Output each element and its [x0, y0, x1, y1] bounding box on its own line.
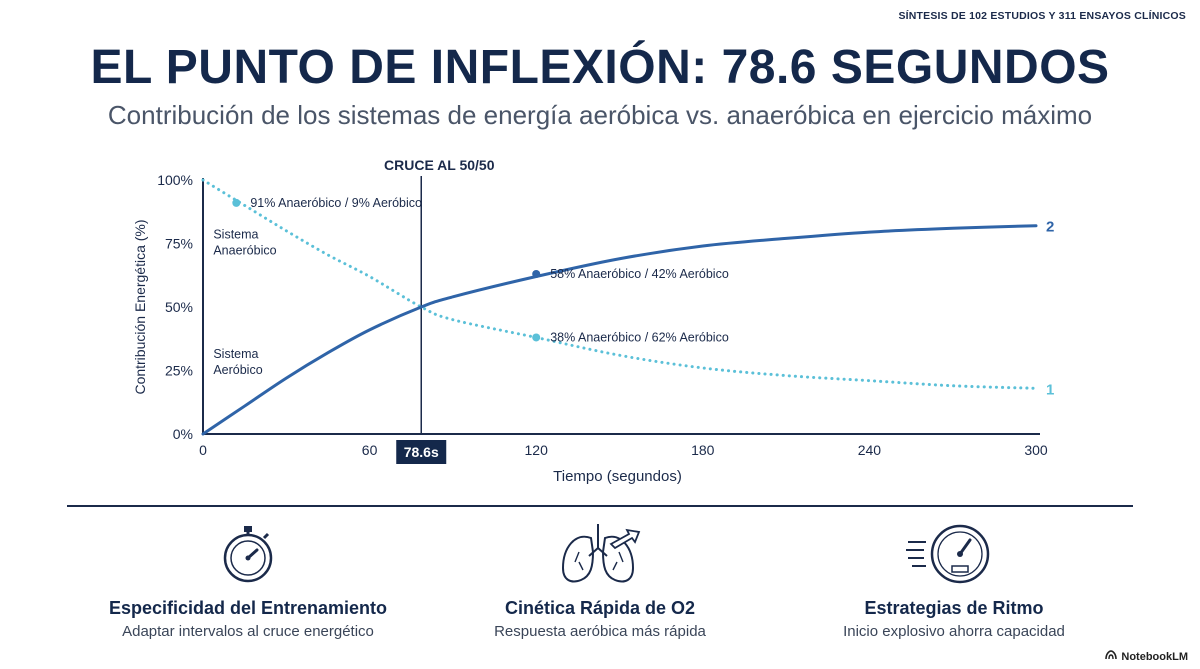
y-axis-label: Contribución Energética (%) [132, 219, 148, 394]
series-end-label: 1 [1046, 381, 1054, 398]
region-label: Anaeróbico [213, 243, 276, 257]
energy-contribution-chart: 0% 25% 50% 75% 100% 0 60 120 180 240 300 Tiempo (se… [132, 157, 1054, 485]
x-tick-label: 60 [362, 442, 378, 458]
x-tick-label: 300 [1024, 442, 1048, 458]
y-tick-label: 50% [165, 299, 193, 315]
annotation-point [532, 333, 541, 342]
y-tick-label: 75% [165, 236, 193, 252]
page-subtitle: Contribución de los sistemas de energía … [107, 100, 1093, 130]
series-line-1 [201, 178, 1038, 390]
section-divider [67, 505, 1133, 507]
card-training-specificity: Especificidad del Entrenamiento Adaptar … [78, 518, 418, 640]
region-label: Sistema [213, 227, 258, 241]
x-axis-label: Tiempo (segundos) [553, 468, 682, 485]
notebooklm-icon [1105, 650, 1118, 663]
annotation-label: 38% Anaeróbico / 62% Aeróbico [550, 330, 729, 344]
card-description: Inicio explosivo ahorra capacidad [843, 623, 1065, 640]
series-end-label: 2 [1046, 219, 1054, 236]
y-tick-label: 25% [165, 363, 193, 379]
y-tick-label: 100% [157, 172, 193, 188]
x-tick-label: 240 [858, 442, 882, 458]
annotation-label: 91% Anaeróbico / 9% Aeróbico [250, 196, 422, 210]
top-note: SÍNTESIS DE 102 ESTUDIOS Y 311 ENSAYOS C… [898, 10, 1186, 22]
crossover-tick-box [396, 440, 447, 464]
crossover-tick-label: 78.6s [404, 444, 439, 460]
stopwatch-icon [78, 518, 418, 588]
crossover-label: CRUCE AL 50/50 [384, 157, 495, 173]
card-title: Estrategias de Ritmo [864, 598, 1044, 618]
card-title: Especificidad del Entrenamiento [108, 598, 388, 618]
brand-logo: NotebookLM [1105, 650, 1188, 663]
speedometer-icon [784, 518, 1124, 588]
y-tick-label: 0% [173, 426, 193, 442]
annotation-point [532, 269, 541, 278]
page-title: EL PUNTO DE INFLEXIÓN: 78.6 SEGUNDOS [90, 41, 1110, 94]
region-label: Aeróbico [213, 363, 262, 377]
region-label: Sistema [213, 347, 258, 361]
card-description: Respuesta aeróbica más rápida [494, 623, 706, 640]
card-pacing-strategies: Estrategias de Ritmo Inicio explosivo ah… [784, 518, 1124, 640]
brand-name: NotebookLM [1121, 650, 1188, 663]
card-title: Cinética Rápida de O2 [504, 598, 696, 618]
annotation-label: 58% Anaeróbico / 42% Aeróbico [550, 267, 729, 281]
card-o2-kinetics: Cinética Rápida de O2 Respuesta aeróbica… [430, 518, 770, 640]
x-tick-label: 120 [525, 442, 549, 458]
annotation-point [232, 198, 241, 207]
x-tick-label: 180 [691, 442, 715, 458]
x-tick-label: 0 [199, 442, 207, 458]
card-description: Adaptar intervalos al cruce energético [122, 623, 374, 640]
lungs-icon [430, 518, 770, 588]
